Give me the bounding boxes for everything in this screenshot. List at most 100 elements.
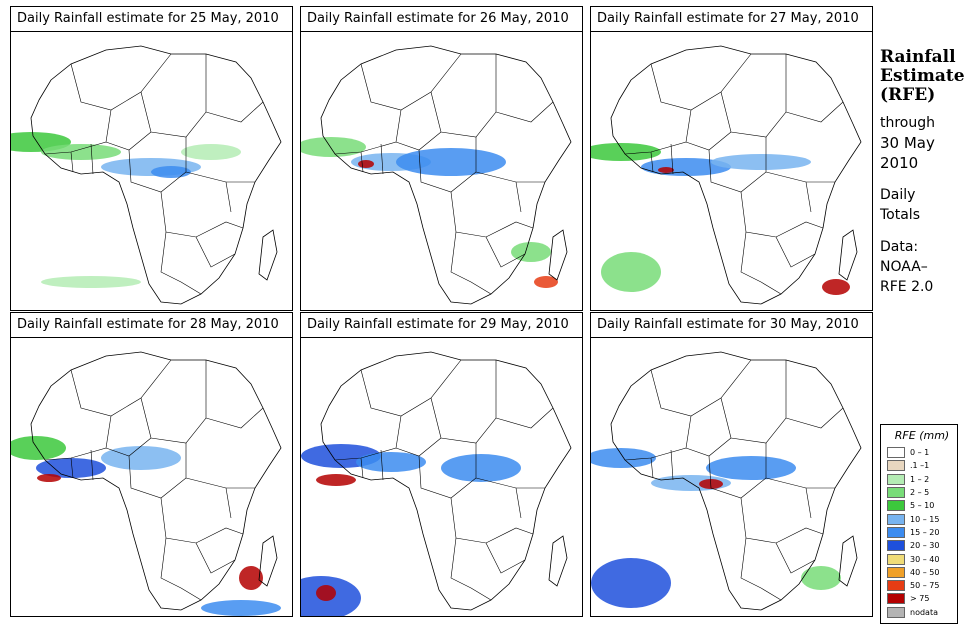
legend-swatch xyxy=(887,566,905,578)
country-border xyxy=(380,449,384,481)
country-border xyxy=(740,537,782,601)
legend-entry: 5 – 10 xyxy=(887,499,957,512)
country-border xyxy=(624,415,692,461)
legend-label: 30 – 40 xyxy=(910,554,940,564)
rainfall-area xyxy=(591,143,661,161)
title-line: Estimate xyxy=(880,66,965,86)
country-border xyxy=(775,542,816,574)
rainfall-area xyxy=(41,276,141,288)
country-border xyxy=(225,181,232,213)
legend-label: 40 – 50 xyxy=(910,567,940,577)
rainfall-map xyxy=(11,338,292,616)
daily-label: Daily xyxy=(880,187,916,203)
map-panel-26-may: Daily Rainfall estimate for 26 May, 2010 xyxy=(300,6,583,311)
legend-label: 15 – 20 xyxy=(910,527,940,537)
rainfall-map xyxy=(301,32,582,310)
country-border xyxy=(670,449,674,481)
legend-label: 20 – 30 xyxy=(910,541,940,551)
rainfall-area xyxy=(822,279,850,295)
country-border xyxy=(70,151,74,173)
map-panel-27-may: Daily Rainfall estimate for 27 May, 2010 xyxy=(590,6,873,311)
country-border xyxy=(485,542,526,574)
country-border xyxy=(90,143,94,175)
country-border xyxy=(495,407,554,429)
panel-title: Daily Rainfall estimate for 29 May, 2010 xyxy=(301,313,582,338)
country-border xyxy=(205,407,264,429)
legend-label: 0 – 1 xyxy=(910,448,930,458)
rainfall-area xyxy=(101,446,181,470)
country-border xyxy=(515,487,522,519)
country-border xyxy=(624,109,692,155)
legend-label: 1 – 2 xyxy=(910,474,930,484)
legend-entry: 10 – 15 xyxy=(887,512,957,525)
country-border xyxy=(670,143,674,175)
legend-swatch xyxy=(887,473,905,485)
rainfall-area xyxy=(801,566,841,590)
panel-title: Daily Rainfall estimate for 25 May, 2010 xyxy=(11,7,292,32)
madagascar-outline xyxy=(838,229,858,281)
legend-swatch xyxy=(887,606,905,618)
legend-rows: 0 – 1 .1 –1 1 – 2 2 – 5 5 – 10 10 – 15 15 – 20… xyxy=(887,446,957,619)
rainfall-area xyxy=(358,160,374,168)
country-border xyxy=(785,101,844,123)
legend-entry: 40 – 50 xyxy=(887,566,957,579)
country-border xyxy=(225,487,232,519)
country-border xyxy=(650,457,654,479)
rainfall-area xyxy=(316,474,356,486)
through-label: through xyxy=(880,115,936,131)
legend-entry: nodata xyxy=(887,606,957,619)
title-line: (RFE) xyxy=(880,85,936,105)
country-border xyxy=(360,457,364,479)
country-border xyxy=(44,109,112,155)
legend-entry: 1 – 2 xyxy=(887,473,957,486)
rainfall-area xyxy=(356,452,426,472)
country-border xyxy=(485,236,526,268)
source-line: RFE 2.0 xyxy=(880,279,934,295)
end-date-line: 2010 xyxy=(880,154,919,172)
rainfall-area xyxy=(36,458,106,478)
legend-swatch xyxy=(887,487,905,499)
panel-title: Daily Rainfall estimate for 28 May, 2010 xyxy=(11,313,292,338)
legend-label: 2 – 5 xyxy=(910,488,930,498)
legend-entry: 20 – 30 xyxy=(887,539,957,552)
rainfall-area xyxy=(11,436,66,460)
country-border xyxy=(334,415,402,461)
legend-title: RFE (mm) xyxy=(894,429,950,442)
legend-swatch xyxy=(887,447,905,459)
map-panel-28-may: Daily Rainfall estimate for 28 May, 2010 xyxy=(10,312,293,617)
map-panel-25-may: Daily Rainfall estimate for 25 May, 2010 xyxy=(10,6,293,311)
rainfall-area xyxy=(37,474,61,482)
title-line: Rainfall xyxy=(880,47,956,67)
rainfall-map xyxy=(301,338,582,616)
country-border xyxy=(360,151,364,173)
country-border xyxy=(90,449,94,481)
country-border xyxy=(334,109,402,155)
country-border xyxy=(740,231,782,295)
country-border xyxy=(450,231,492,295)
legend-swatch xyxy=(887,500,905,512)
madagascar-outline xyxy=(838,535,858,587)
rainfall-area xyxy=(301,137,366,157)
rainfall-area xyxy=(441,454,521,482)
madagascar-outline xyxy=(258,535,278,587)
rainfall-area xyxy=(601,252,661,292)
rainfall-area xyxy=(591,558,671,608)
rainfall-area xyxy=(396,148,506,176)
legend-swatch xyxy=(887,580,905,592)
rainfall-area xyxy=(711,154,811,170)
totals-label: Totals xyxy=(880,207,920,223)
country-border xyxy=(70,457,74,479)
legend-label: nodata xyxy=(910,607,938,617)
rainfall-area xyxy=(201,600,281,616)
rainfall-area xyxy=(316,585,336,601)
data-label: Data: xyxy=(880,239,919,255)
rainfall-area xyxy=(706,456,796,480)
legend-swatch xyxy=(887,553,905,565)
rainfall-map xyxy=(591,32,872,310)
madagascar-outline xyxy=(548,535,568,587)
country-border xyxy=(785,407,844,429)
panel-title: Daily Rainfall estimate for 26 May, 2010 xyxy=(301,7,582,32)
legend-label: 10 – 15 xyxy=(910,514,940,524)
legend-swatch xyxy=(887,540,905,552)
rainfall-area xyxy=(239,566,263,590)
